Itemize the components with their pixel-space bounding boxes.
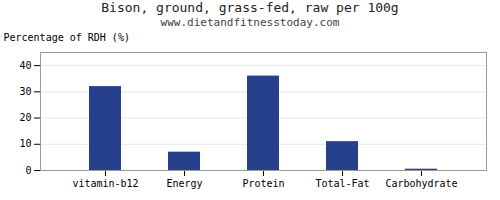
svg-text:Carbohydrate: Carbohydrate (385, 178, 457, 189)
html-text:Bison, ground, grass-fed, raw: Bison, ground, grass-fed, raw per 100g (101, 0, 399, 15)
svg-text:Percentage of RDH (%): Percentage of RDH (%) (4, 32, 130, 43)
html-text:www.dietandfitnesstoday.com: www.dietandfitnesstoday.com (160, 16, 340, 29)
svg-text:10: 10 (19, 138, 31, 149)
svg-text:0: 0 (25, 165, 31, 176)
svg-text:30: 30 (19, 86, 31, 97)
svg-text:vitamin-b12: vitamin-b12 (72, 178, 138, 189)
svg-text:Protein: Protein (242, 178, 284, 189)
svg-text:20: 20 (19, 112, 31, 123)
svg-text:Energy: Energy (166, 178, 202, 189)
svg-text:Total-Fat: Total-Fat (315, 178, 369, 189)
svg-text:40: 40 (19, 60, 31, 71)
